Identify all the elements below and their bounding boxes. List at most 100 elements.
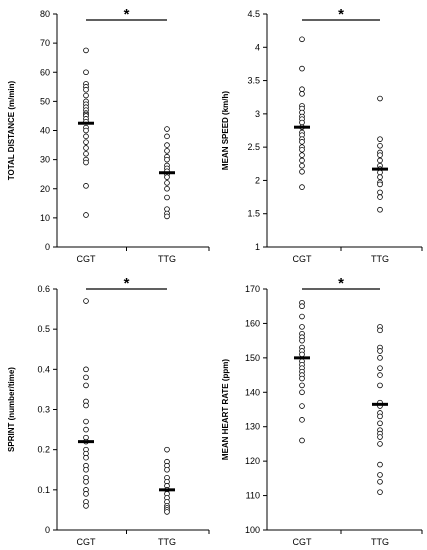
- data-point: [377, 157, 383, 164]
- y-tick-label: 1.5: [247, 209, 260, 219]
- y-tick-label: 40: [40, 126, 50, 136]
- data-point: [164, 180, 170, 186]
- data-point: [299, 162, 305, 169]
- data-point: [83, 426, 89, 433]
- y-axis-label: TOTAL DISTANCE (m/min): [7, 80, 16, 180]
- y-tick-label: 3.5: [247, 76, 260, 86]
- data-point: [377, 472, 383, 478]
- data-point: [377, 478, 383, 485]
- y-tick-label: 150: [245, 353, 260, 363]
- data-point: [299, 36, 305, 43]
- data-point: [377, 189, 383, 196]
- significance-star: *: [124, 275, 130, 292]
- data-point: [299, 375, 305, 382]
- data-point: [164, 466, 170, 473]
- data-point: [299, 139, 305, 145]
- y-tick-label: 20: [40, 184, 50, 194]
- y-tick-label: 110: [246, 491, 260, 501]
- data-point: [299, 91, 305, 97]
- data-point: [83, 47, 89, 54]
- data-point: [83, 478, 89, 485]
- y-tick-label: 3: [255, 109, 260, 119]
- data-point: [377, 434, 383, 440]
- data-point: [164, 213, 170, 220]
- data-point: [377, 136, 383, 142]
- data-point: [83, 374, 89, 381]
- data-point: [299, 147, 305, 153]
- chart-panel-mean-heart-rate: 100 110 120 130 140 150 160 170 CGT TTG MEAN HEART…: [221, 275, 423, 547]
- data-point: [164, 446, 170, 453]
- y-tick-label: 0.3: [37, 405, 50, 415]
- data-point: [83, 159, 89, 166]
- data-point: [299, 403, 305, 409]
- series-ttg: [159, 126, 175, 220]
- y-tick-label: 0: [45, 242, 50, 252]
- y-axis-label: MEAN HEART RATE (ppm): [221, 359, 230, 461]
- data-point: [164, 142, 170, 148]
- y-tick-label: 0.6: [37, 284, 50, 294]
- data-point: [83, 418, 89, 425]
- data-point: [299, 184, 305, 190]
- data-point: [377, 327, 383, 334]
- data-point: [83, 127, 89, 134]
- y-tick-label: 60: [40, 67, 50, 77]
- data-point: [299, 324, 305, 330]
- data-point: [377, 95, 383, 102]
- data-point: [83, 503, 89, 509]
- data-point: [299, 86, 305, 93]
- data-point: [377, 441, 383, 447]
- y-tick-label: 120: [245, 456, 260, 466]
- y-tick-label: 1: [255, 242, 260, 252]
- data-point: [377, 372, 383, 378]
- y-tick-label: 0.4: [37, 364, 50, 374]
- series-cgt: [78, 47, 94, 218]
- y-tick-label: 130: [245, 422, 260, 432]
- data-point: [164, 148, 170, 154]
- series-ttg: [159, 446, 175, 515]
- x-category-label: TTG: [371, 254, 389, 264]
- x-category-label: CGT: [293, 537, 313, 547]
- series-cgt: [294, 299, 310, 444]
- series-ttg: [372, 324, 388, 495]
- data-point: [83, 212, 89, 218]
- y-tick-label: 4: [255, 42, 260, 52]
- y-tick-label: 0.2: [37, 445, 50, 455]
- y-tick-label: 50: [40, 96, 50, 106]
- data-point: [377, 174, 383, 180]
- data-point: [83, 454, 89, 461]
- data-point: [164, 126, 170, 132]
- chart-panel-total-distance: 0 10 20 30 40 50 60 70 80 CGT TTG TOTAL DISTANCE (m…: [7, 6, 210, 264]
- data-point: [377, 181, 383, 188]
- y-tick-label: 2: [255, 175, 260, 185]
- data-point: [164, 509, 170, 515]
- y-tick-label: 160: [245, 318, 260, 328]
- series-cgt: [78, 298, 94, 509]
- series-ttg: [372, 95, 388, 213]
- data-point: [83, 92, 89, 99]
- significance-star: *: [338, 275, 344, 292]
- data-point: [377, 413, 383, 420]
- data-point: [299, 382, 305, 389]
- x-category-label: CGT: [293, 254, 313, 264]
- data-point: [83, 298, 89, 304]
- y-tick-label: 30: [40, 155, 50, 165]
- x-category-label: TTG: [371, 537, 389, 547]
- data-point: [164, 185, 170, 192]
- data-point: [377, 152, 383, 158]
- significance-star: *: [124, 6, 130, 23]
- y-tick-label: 0.5: [37, 324, 50, 334]
- y-tick-label: 10: [40, 213, 50, 223]
- y-tick-label: 70: [40, 38, 50, 48]
- data-point: [83, 366, 89, 373]
- y-tick-label: 100: [245, 525, 260, 535]
- data-point: [83, 183, 89, 189]
- data-point: [377, 348, 383, 354]
- y-tick-label: 0.1: [37, 485, 50, 495]
- series-cgt: [294, 36, 310, 190]
- data-point: [377, 461, 383, 468]
- y-tick-label: 4.5: [247, 9, 260, 19]
- x-category-label: CGT: [77, 254, 97, 264]
- chart-panel-sprint: 0 0.1 0.2 0.3 0.4 0.5 0.6 CGT TTG SPRINT (number/…: [7, 275, 210, 547]
- data-point: [299, 437, 305, 444]
